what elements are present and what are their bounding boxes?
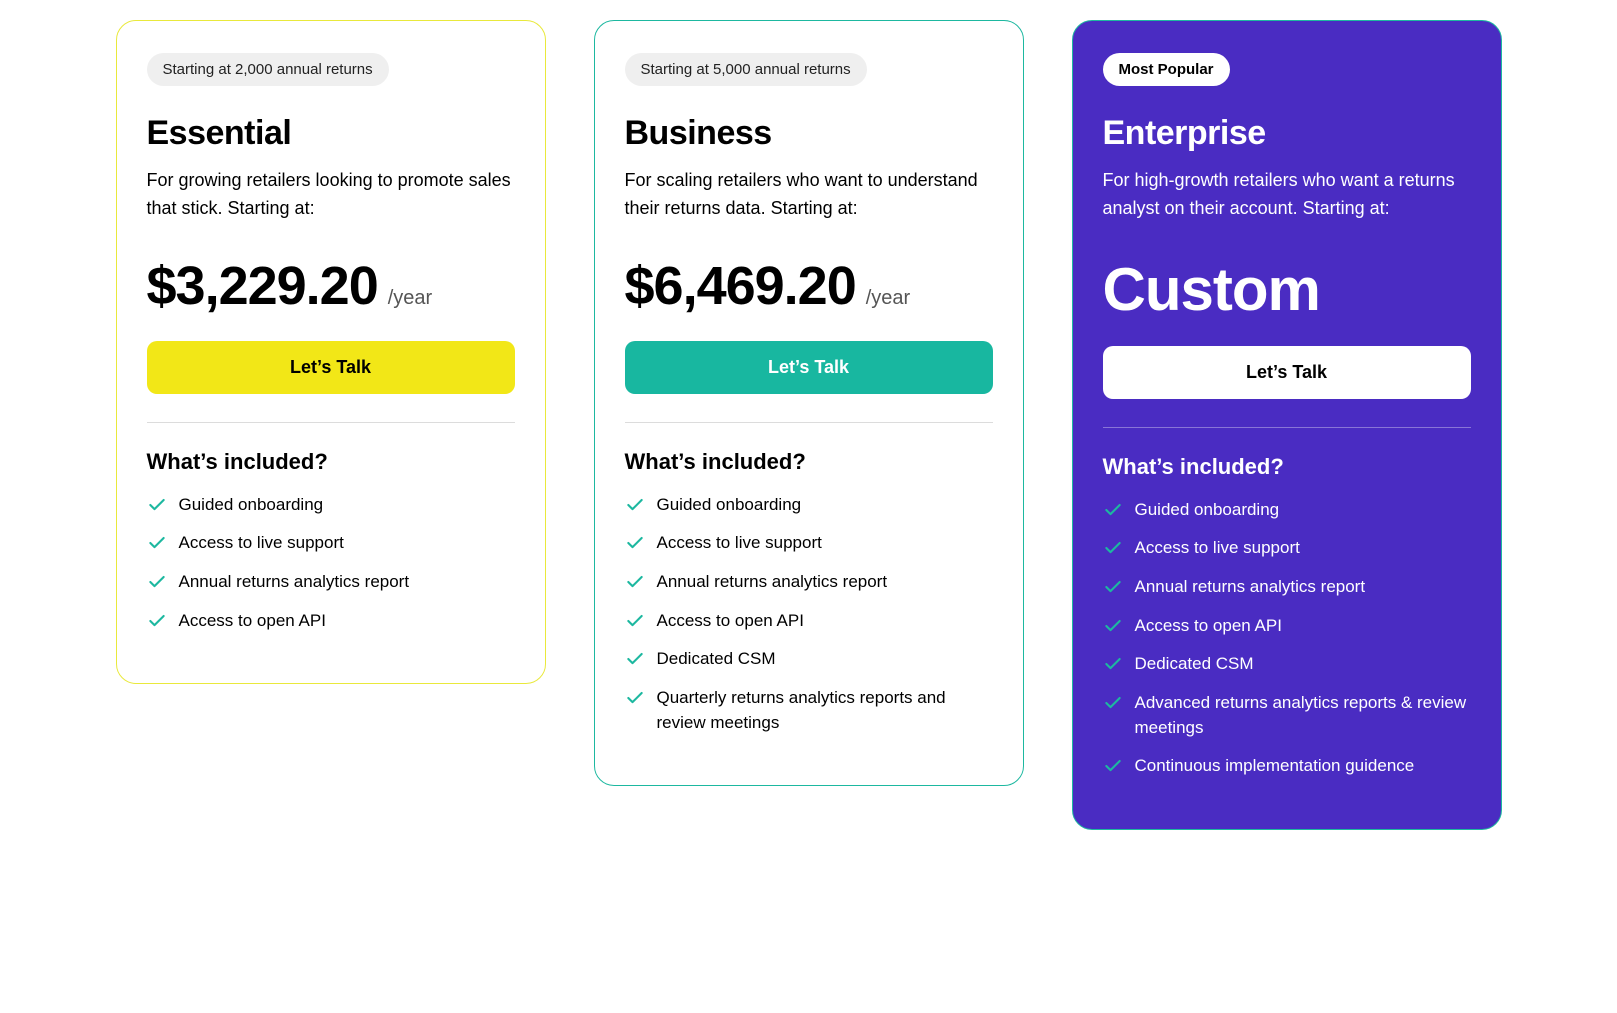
included-heading: What’s included? xyxy=(1103,454,1471,480)
feature-item: Guided onboarding xyxy=(1103,498,1471,523)
check-icon xyxy=(147,572,167,592)
feature-text: Continuous implementation guidence xyxy=(1135,754,1415,779)
lets-talk-button[interactable]: Let’s Talk xyxy=(625,341,993,394)
feature-text: Guided onboarding xyxy=(179,493,324,518)
feature-item: Access to live support xyxy=(1103,536,1471,561)
plan-price-line: $3,229.20 /year xyxy=(147,255,515,317)
divider xyxy=(147,422,515,423)
check-icon xyxy=(625,572,645,592)
check-icon xyxy=(1103,538,1123,558)
check-icon xyxy=(1103,654,1123,674)
feature-item: Advanced returns analytics reports & rev… xyxy=(1103,691,1471,740)
feature-list: Guided onboarding Access to live support A… xyxy=(1103,498,1471,779)
plan-per-label: /year xyxy=(388,287,432,310)
check-icon xyxy=(625,688,645,708)
feature-text: Access to open API xyxy=(179,609,326,634)
feature-text: Access to open API xyxy=(657,609,804,634)
check-icon xyxy=(625,533,645,553)
feature-item: Annual returns analytics report xyxy=(1103,575,1471,600)
feature-text: Guided onboarding xyxy=(1135,498,1280,523)
plan-price: $6,469.20 xyxy=(625,255,856,317)
check-icon xyxy=(147,611,167,631)
feature-item: Annual returns analytics report xyxy=(625,570,993,595)
plan-badge-most-popular: Most Popular xyxy=(1103,53,1230,86)
feature-text: Dedicated CSM xyxy=(657,647,776,672)
check-icon xyxy=(147,533,167,553)
plan-price: $3,229.20 xyxy=(147,255,378,317)
check-icon xyxy=(625,649,645,669)
included-heading: What’s included? xyxy=(625,449,993,475)
plan-price-custom: Custom xyxy=(1103,255,1471,324)
feature-item: Access to open API xyxy=(625,609,993,634)
divider xyxy=(1103,427,1471,428)
plan-title: Business xyxy=(625,114,993,153)
feature-item: Guided onboarding xyxy=(147,493,515,518)
feature-item: Annual returns analytics report xyxy=(147,570,515,595)
feature-text: Quarterly returns analytics reports and … xyxy=(657,686,993,735)
check-icon xyxy=(1103,616,1123,636)
feature-text: Access to live support xyxy=(657,531,822,556)
feature-item: Access to live support xyxy=(625,531,993,556)
feature-item: Dedicated CSM xyxy=(625,647,993,672)
feature-item: Continuous implementation guidence xyxy=(1103,754,1471,779)
feature-text: Annual returns analytics report xyxy=(1135,575,1366,600)
lets-talk-button[interactable]: Let’s Talk xyxy=(1103,346,1471,399)
feature-text: Annual returns analytics report xyxy=(657,570,888,595)
feature-text: Guided onboarding xyxy=(657,493,802,518)
feature-list: Guided onboarding Access to live support A… xyxy=(625,493,993,735)
plan-card-enterprise: Most Popular Enterprise For high-growth … xyxy=(1072,20,1502,830)
feature-list: Guided onboarding Access to live support A… xyxy=(147,493,515,634)
plan-title: Essential xyxy=(147,114,515,153)
feature-item: Guided onboarding xyxy=(625,493,993,518)
feature-item: Access to open API xyxy=(1103,614,1471,639)
check-icon xyxy=(1103,577,1123,597)
check-icon xyxy=(625,611,645,631)
plan-description: For scaling retailers who want to unders… xyxy=(625,167,993,223)
check-icon xyxy=(625,495,645,515)
check-icon xyxy=(1103,500,1123,520)
check-icon xyxy=(1103,756,1123,776)
check-icon xyxy=(1103,693,1123,713)
feature-text: Access to live support xyxy=(179,531,344,556)
plan-title: Enterprise xyxy=(1103,114,1471,153)
feature-item: Access to live support xyxy=(147,531,515,556)
feature-item: Access to open API xyxy=(147,609,515,634)
feature-text: Annual returns analytics report xyxy=(179,570,410,595)
feature-item: Dedicated CSM xyxy=(1103,652,1471,677)
divider xyxy=(625,422,993,423)
feature-text: Access to live support xyxy=(1135,536,1300,561)
plan-badge: Starting at 2,000 annual returns xyxy=(147,53,389,86)
feature-text: Dedicated CSM xyxy=(1135,652,1254,677)
plan-description: For high-growth retailers who want a ret… xyxy=(1103,167,1471,223)
feature-text: Access to open API xyxy=(1135,614,1282,639)
feature-text: Advanced returns analytics reports & rev… xyxy=(1135,691,1471,740)
pricing-grid: Starting at 2,000 annual returns Essenti… xyxy=(20,20,1597,830)
check-icon xyxy=(147,495,167,515)
plan-badge: Starting at 5,000 annual returns xyxy=(625,53,867,86)
included-heading: What’s included? xyxy=(147,449,515,475)
plan-description: For growing retailers looking to promote… xyxy=(147,167,515,223)
feature-item: Quarterly returns analytics reports and … xyxy=(625,686,993,735)
plan-per-label: /year xyxy=(866,287,910,310)
plan-card-business: Starting at 5,000 annual returns Busines… xyxy=(594,20,1024,786)
plan-card-essential: Starting at 2,000 annual returns Essenti… xyxy=(116,20,546,684)
lets-talk-button[interactable]: Let’s Talk xyxy=(147,341,515,394)
plan-price-line: $6,469.20 /year xyxy=(625,255,993,317)
